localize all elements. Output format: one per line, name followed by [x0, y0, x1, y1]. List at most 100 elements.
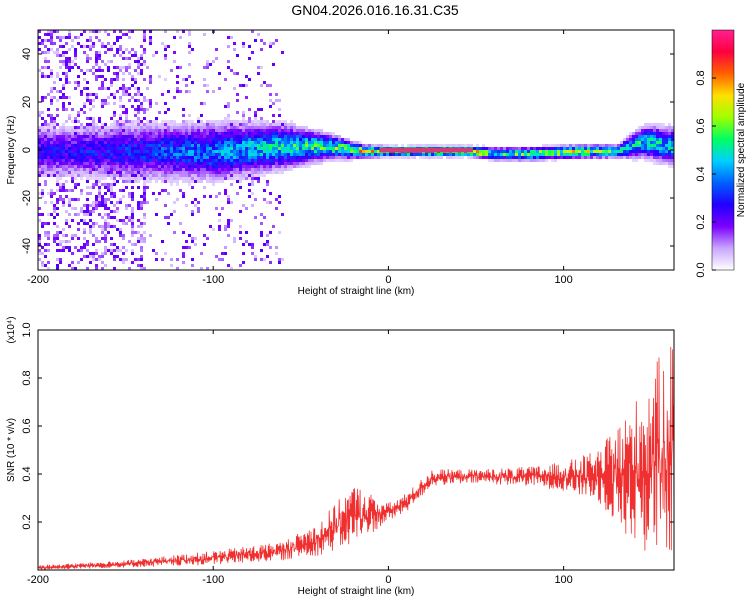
spectrogram-cell — [518, 159, 521, 162]
spectrogram-cell — [110, 144, 113, 147]
spectrogram-cell — [221, 153, 224, 156]
spectrogram-cell — [62, 165, 65, 168]
spectrogram-cell — [218, 156, 221, 159]
spectrogram-cell — [89, 174, 92, 177]
spectrogram-cell — [626, 150, 629, 153]
spectrogram-cell — [341, 141, 344, 144]
spectrogram-cell — [137, 60, 140, 63]
spectrogram-cell — [218, 87, 221, 90]
spectrogram-cell — [665, 141, 668, 144]
spectrogram-cell — [563, 156, 566, 159]
spectrogram-cell — [110, 81, 113, 84]
spectrogram-cell — [68, 132, 71, 135]
spectrogram-cell — [104, 183, 107, 186]
spectrogram-cell — [86, 150, 89, 153]
spectrogram-cell — [107, 87, 110, 90]
spectrogram-cell — [515, 156, 518, 159]
spectrogram-cell — [191, 210, 194, 213]
spectrogram-cell — [641, 144, 644, 147]
spectrogram-cell — [590, 156, 593, 159]
spectrogram-cell — [209, 225, 212, 228]
spectrogram-cell — [140, 222, 143, 225]
spectrogram-cell — [101, 171, 104, 174]
spectrogram-cell — [290, 141, 293, 144]
spectrogram-cell — [41, 117, 44, 120]
spectrogram-cell — [131, 228, 134, 231]
spectrogram-cell — [341, 147, 344, 150]
spectrogram-cell — [128, 120, 131, 123]
snr-y-axis-label: SNR (10 * v/v) — [6, 418, 17, 482]
spectrogram-cell — [209, 129, 212, 132]
spectrogram-cell — [113, 195, 116, 198]
spectrogram-cell — [407, 153, 410, 156]
spectrogram-cell — [143, 222, 146, 225]
spectrogram-cell — [41, 39, 44, 42]
spectrogram-cell — [104, 186, 107, 189]
spectrogram-cell — [212, 129, 215, 132]
spectrogram-cell — [62, 72, 65, 75]
spectrogram-cell — [236, 135, 239, 138]
spectrogram-cell — [632, 159, 635, 162]
spectrogram-cell — [635, 153, 638, 156]
spectrogram-cell — [269, 42, 272, 45]
spectrogram-cell — [182, 159, 185, 162]
spectrogram-cell — [671, 156, 674, 159]
spectrogram-cell — [41, 264, 44, 267]
spectrogram-cell — [128, 129, 131, 132]
spectrogram-cell — [368, 156, 371, 159]
spectrogram-cell — [89, 132, 92, 135]
spectrogram-cell — [635, 141, 638, 144]
spectrogram-cell — [38, 69, 41, 72]
spectrogram-cell — [209, 153, 212, 156]
spectrogram-cell — [62, 63, 65, 66]
spectrogram-cell — [656, 123, 659, 126]
spectrogram-cell — [47, 243, 50, 246]
spectrogram-cell — [113, 168, 116, 171]
spectrogram-cell — [266, 255, 269, 258]
spectrogram-cell — [95, 207, 98, 210]
spectrogram-cell — [110, 186, 113, 189]
spectrogram-cell — [305, 147, 308, 150]
spectrogram-cell — [332, 153, 335, 156]
spectrogram-cell — [140, 141, 143, 144]
spectrogram-cell — [203, 153, 206, 156]
spectrogram-cell — [68, 162, 71, 165]
spectrogram-cell — [116, 207, 119, 210]
spectrogram-cell — [122, 234, 125, 237]
spectrogram-cell — [251, 192, 254, 195]
spectrogram-cell — [41, 168, 44, 171]
spectrogram-cell — [245, 231, 248, 234]
spectrogram-cell — [149, 141, 152, 144]
spectrogram-cell — [56, 72, 59, 75]
spectrogram-cell — [68, 159, 71, 162]
spectrogram-cell — [95, 237, 98, 240]
spectrogram-cell — [614, 147, 617, 150]
spectrogram-cell — [134, 132, 137, 135]
spectrogram-cell — [176, 30, 179, 33]
spectrogram-cell — [230, 126, 233, 129]
spectrogram-cell — [230, 150, 233, 153]
spectrogram-cell — [131, 177, 134, 180]
spectrogram-cell — [98, 117, 101, 120]
spectrogram-cell — [254, 111, 257, 114]
spectrogram-cell — [359, 156, 362, 159]
spectrogram-cell — [119, 66, 122, 69]
spectrogram-cell — [551, 144, 554, 147]
spectrogram-cell — [128, 204, 131, 207]
spectrogram-cell — [197, 171, 200, 174]
spectrogram-cell — [572, 150, 575, 153]
spectrogram-cell — [227, 60, 230, 63]
spectrogram-cell — [113, 135, 116, 138]
spectrogram-cell — [665, 156, 668, 159]
spectrogram-cell — [671, 132, 674, 135]
spectrogram-cell — [101, 195, 104, 198]
spectrogram-cell — [545, 159, 548, 162]
spectrogram-cell — [251, 147, 254, 150]
spectrogram-cell — [293, 153, 296, 156]
spectrogram-cell — [50, 72, 53, 75]
spectrogram-cell — [452, 153, 455, 156]
spectrogram-cell — [98, 177, 101, 180]
spectrogram-cell — [161, 240, 164, 243]
spectrogram-cell — [404, 156, 407, 159]
spectrogram-cell — [65, 126, 68, 129]
